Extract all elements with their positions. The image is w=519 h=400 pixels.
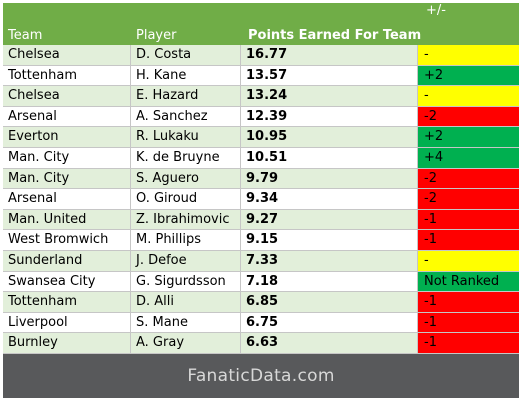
points-cell: 10.51 xyxy=(241,147,418,169)
points-cell: 6.75 xyxy=(241,312,418,334)
table-row: Man. United Z. Ibrahimovic 9.27 -1 xyxy=(3,209,519,231)
player-cell: O. Giroud xyxy=(131,189,241,210)
player-cell: S. Aguero xyxy=(131,168,241,190)
change-cell: -1 xyxy=(418,230,519,251)
player-cell: M. Phillips xyxy=(131,230,241,251)
player-cell: D. Alli xyxy=(131,292,241,313)
change-cell: -2 xyxy=(418,189,519,210)
team-cell: Everton xyxy=(3,127,131,148)
team-cell: Man. City xyxy=(3,168,131,190)
points-cell: 6.63 xyxy=(241,333,418,354)
team-cell: Arsenal xyxy=(3,106,131,128)
change-column-header: +/- xyxy=(426,3,446,18)
player-cell: G. Sigurdsson xyxy=(131,271,241,293)
points-cell: 9.27 xyxy=(241,209,418,231)
team-cell: West Bromwich xyxy=(3,230,131,251)
points-cell: 10.95 xyxy=(241,127,418,148)
points-cell: 7.33 xyxy=(241,250,418,272)
team-cell: Arsenal xyxy=(3,189,131,210)
table-row: Sunderland J. Defoe 7.33- xyxy=(3,250,519,272)
change-cell: -1 xyxy=(418,209,519,231)
change-cell: +2 xyxy=(418,65,519,87)
player-cell: Z. Ibrahimovic xyxy=(131,209,241,231)
change-cell: - xyxy=(418,250,519,272)
table-row: Liverpool S. Mane 6.75 -1 xyxy=(3,312,519,334)
table-row: Chelsea E. Hazard 13.24- xyxy=(3,86,519,107)
points-cell: 16.77 xyxy=(241,45,418,66)
table-row: Man. City K. de Bruyne 10.51 +4 xyxy=(3,147,519,169)
change-cell: -2 xyxy=(418,106,519,128)
brand-watermark: FanaticData.com xyxy=(187,366,335,386)
player-cell: S. Mane xyxy=(131,312,241,334)
team-cell: Tottenham xyxy=(3,65,131,87)
change-cell: - xyxy=(418,86,519,107)
team-cell: Man. City xyxy=(3,147,131,169)
player-cell: H. Kane xyxy=(131,65,241,87)
table-row: Swansea City G. Sigurdsson 7.18 Not Ranked xyxy=(3,271,519,293)
team-cell: Burnley xyxy=(3,333,131,354)
change-cell: Not Ranked xyxy=(418,271,519,293)
table-row: Arsenal A. Sanchez 12.39 -2 xyxy=(3,106,519,128)
player-column-header: Player xyxy=(136,28,177,43)
change-cell: -1 xyxy=(418,333,519,354)
change-cell: -2 xyxy=(418,168,519,190)
player-cell: D. Costa xyxy=(131,45,241,66)
table-row: Everton R. Lukaku 10.95 +2 xyxy=(3,127,519,148)
table-row: Burnley A. Gray 6.63 -1 xyxy=(3,333,519,354)
footer-bar: FanaticData.com xyxy=(3,354,519,398)
points-cell: 13.57 xyxy=(241,65,418,87)
points-cell: 9.15 xyxy=(241,230,418,251)
player-cell: A. Sanchez xyxy=(131,106,241,128)
player-cell: J. Defoe xyxy=(131,250,241,272)
team-cell: Tottenham xyxy=(3,292,131,313)
change-cell: -1 xyxy=(418,292,519,313)
change-cell: - xyxy=(418,45,519,66)
table-row: Chelsea D. Costa 16.77- xyxy=(3,45,519,66)
team-cell: Liverpool xyxy=(3,312,131,334)
player-cell: E. Hazard xyxy=(131,86,241,107)
points-cell: 13.24 xyxy=(241,86,418,107)
header-band xyxy=(3,3,519,23)
table-body: Chelsea D. Costa 16.77- Tottenham H. Kane 13.… xyxy=(3,45,519,354)
change-cell: +4 xyxy=(418,147,519,169)
points-cell: 7.18 xyxy=(241,271,418,293)
team-cell: Chelsea xyxy=(3,45,131,66)
change-cell: +2 xyxy=(418,127,519,148)
points-column-header: Points Earned For Team xyxy=(248,28,422,43)
change-cell: -1 xyxy=(418,312,519,334)
table-header-row: Team Player Points Earned For Team +/- xyxy=(3,3,519,45)
player-cell: K. de Bruyne xyxy=(131,147,241,169)
team-cell: Chelsea xyxy=(3,86,131,107)
table-row: Tottenham D. Alli 6.85 -1 xyxy=(3,292,519,313)
points-cell: 9.34 xyxy=(241,189,418,210)
player-cell: A. Gray xyxy=(131,333,241,354)
table-row: Man. City S. Aguero 9.79 -2 xyxy=(3,168,519,190)
table-row: Arsenal O. Giroud 9.34 -2 xyxy=(3,189,519,210)
table-row: Tottenham H. Kane 13.57 +2 xyxy=(3,65,519,87)
team-column-header: Team xyxy=(8,28,43,43)
points-cell: 9.79 xyxy=(241,168,418,190)
team-cell: Sunderland xyxy=(3,250,131,272)
table-row: West Bromwich M. Phillips 9.15 -1 xyxy=(3,230,519,251)
team-cell: Swansea City xyxy=(3,271,131,293)
points-cell: 12.39 xyxy=(241,106,418,128)
player-cell: R. Lukaku xyxy=(131,127,241,148)
points-cell: 6.85 xyxy=(241,292,418,313)
team-cell: Man. United xyxy=(3,209,131,231)
